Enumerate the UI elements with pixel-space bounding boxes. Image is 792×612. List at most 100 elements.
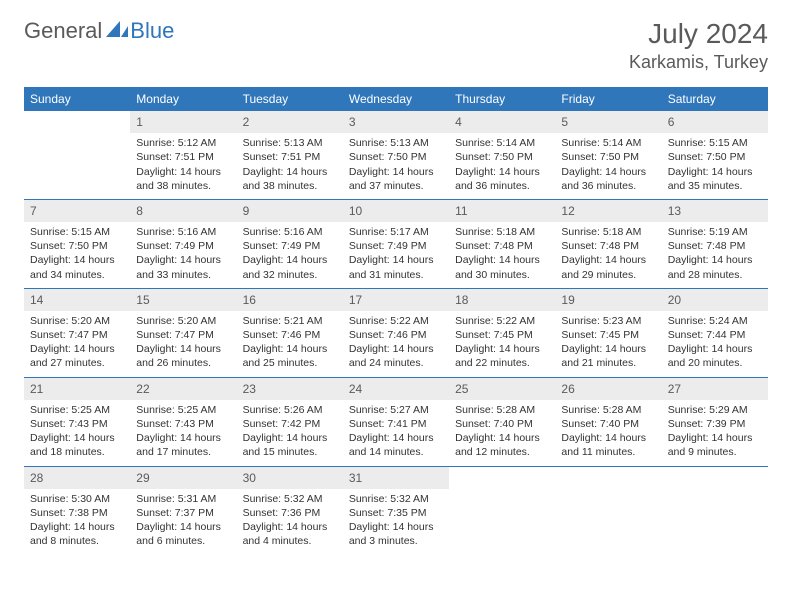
week-row: 21Sunrise: 5:25 AMSunset: 7:43 PMDayligh… <box>24 377 768 466</box>
calendar-table: Sunday Monday Tuesday Wednesday Thursday… <box>24 87 768 554</box>
day-cell: 24Sunrise: 5:27 AMSunset: 7:41 PMDayligh… <box>343 377 449 466</box>
page-title: July 2024 <box>629 18 768 50</box>
day-content: Sunrise: 5:32 AMSunset: 7:36 PMDaylight:… <box>237 489 343 555</box>
empty-cell <box>555 466 661 554</box>
sunrise-line: Sunrise: 5:25 AM <box>30 403 124 417</box>
daylight-line: Daylight: 14 hours and 34 minutes. <box>30 253 124 281</box>
day-content: Sunrise: 5:18 AMSunset: 7:48 PMDaylight:… <box>449 222 555 288</box>
sunset-line: Sunset: 7:46 PM <box>243 328 337 342</box>
sunset-line: Sunset: 7:46 PM <box>349 328 443 342</box>
day-content: Sunrise: 5:13 AMSunset: 7:50 PMDaylight:… <box>343 133 449 199</box>
sunrise-line: Sunrise: 5:22 AM <box>455 314 549 328</box>
sunrise-line: Sunrise: 5:15 AM <box>668 136 762 150</box>
sunset-line: Sunset: 7:50 PM <box>561 150 655 164</box>
sunrise-line: Sunrise: 5:13 AM <box>349 136 443 150</box>
empty-cell <box>449 466 555 554</box>
daylight-line: Daylight: 14 hours and 28 minutes. <box>668 253 762 281</box>
day-number: 16 <box>237 289 343 311</box>
header: General Blue July 2024 Karkamis, Turkey <box>0 0 792 81</box>
day-content: Sunrise: 5:14 AMSunset: 7:50 PMDaylight:… <box>449 133 555 199</box>
empty-cell <box>662 466 768 554</box>
day-content: Sunrise: 5:12 AMSunset: 7:51 PMDaylight:… <box>130 133 236 199</box>
day-content: Sunrise: 5:18 AMSunset: 7:48 PMDaylight:… <box>555 222 661 288</box>
day-cell: 25Sunrise: 5:28 AMSunset: 7:40 PMDayligh… <box>449 377 555 466</box>
sunset-line: Sunset: 7:44 PM <box>668 328 762 342</box>
daylight-line: Daylight: 14 hours and 36 minutes. <box>455 165 549 193</box>
title-block: July 2024 Karkamis, Turkey <box>629 18 768 73</box>
sunset-line: Sunset: 7:47 PM <box>30 328 124 342</box>
sunrise-line: Sunrise: 5:25 AM <box>136 403 230 417</box>
day-number: 30 <box>237 467 343 489</box>
day-content: Sunrise: 5:23 AMSunset: 7:45 PMDaylight:… <box>555 311 661 377</box>
day-cell: 2Sunrise: 5:13 AMSunset: 7:51 PMDaylight… <box>237 111 343 199</box>
day-cell: 13Sunrise: 5:19 AMSunset: 7:48 PMDayligh… <box>662 199 768 288</box>
day-cell: 30Sunrise: 5:32 AMSunset: 7:36 PMDayligh… <box>237 466 343 554</box>
daylight-line: Daylight: 14 hours and 24 minutes. <box>349 342 443 370</box>
daylight-line: Daylight: 14 hours and 8 minutes. <box>30 520 124 548</box>
day-number: 25 <box>449 378 555 400</box>
day-number: 13 <box>662 200 768 222</box>
sunset-line: Sunset: 7:37 PM <box>136 506 230 520</box>
day-cell: 28Sunrise: 5:30 AMSunset: 7:38 PMDayligh… <box>24 466 130 554</box>
sunrise-line: Sunrise: 5:13 AM <box>243 136 337 150</box>
day-number: 28 <box>24 467 130 489</box>
daylight-line: Daylight: 14 hours and 36 minutes. <box>561 165 655 193</box>
day-content: Sunrise: 5:30 AMSunset: 7:38 PMDaylight:… <box>24 489 130 555</box>
sunrise-line: Sunrise: 5:14 AM <box>561 136 655 150</box>
day-number: 2 <box>237 111 343 133</box>
sunset-line: Sunset: 7:47 PM <box>136 328 230 342</box>
sunrise-line: Sunrise: 5:14 AM <box>455 136 549 150</box>
day-content: Sunrise: 5:28 AMSunset: 7:40 PMDaylight:… <box>555 400 661 466</box>
day-cell: 17Sunrise: 5:22 AMSunset: 7:46 PMDayligh… <box>343 288 449 377</box>
day-content: Sunrise: 5:24 AMSunset: 7:44 PMDaylight:… <box>662 311 768 377</box>
sunrise-line: Sunrise: 5:32 AM <box>349 492 443 506</box>
day-number: 18 <box>449 289 555 311</box>
day-number: 12 <box>555 200 661 222</box>
sunset-line: Sunset: 7:48 PM <box>668 239 762 253</box>
day-content: Sunrise: 5:26 AMSunset: 7:42 PMDaylight:… <box>237 400 343 466</box>
day-number: 8 <box>130 200 236 222</box>
day-content: Sunrise: 5:20 AMSunset: 7:47 PMDaylight:… <box>130 311 236 377</box>
daylight-line: Daylight: 14 hours and 17 minutes. <box>136 431 230 459</box>
sunrise-line: Sunrise: 5:20 AM <box>136 314 230 328</box>
week-row: 1Sunrise: 5:12 AMSunset: 7:51 PMDaylight… <box>24 111 768 199</box>
day-content: Sunrise: 5:16 AMSunset: 7:49 PMDaylight:… <box>237 222 343 288</box>
day-cell: 9Sunrise: 5:16 AMSunset: 7:49 PMDaylight… <box>237 199 343 288</box>
day-number: 31 <box>343 467 449 489</box>
sunrise-line: Sunrise: 5:17 AM <box>349 225 443 239</box>
daylight-line: Daylight: 14 hours and 21 minutes. <box>561 342 655 370</box>
sunrise-line: Sunrise: 5:16 AM <box>243 225 337 239</box>
day-cell: 22Sunrise: 5:25 AMSunset: 7:43 PMDayligh… <box>130 377 236 466</box>
day-cell: 8Sunrise: 5:16 AMSunset: 7:49 PMDaylight… <box>130 199 236 288</box>
daylight-line: Daylight: 14 hours and 14 minutes. <box>349 431 443 459</box>
day-cell: 27Sunrise: 5:29 AMSunset: 7:39 PMDayligh… <box>662 377 768 466</box>
daylight-line: Daylight: 14 hours and 35 minutes. <box>668 165 762 193</box>
daylight-line: Daylight: 14 hours and 20 minutes. <box>668 342 762 370</box>
sunset-line: Sunset: 7:48 PM <box>455 239 549 253</box>
day-cell: 12Sunrise: 5:18 AMSunset: 7:48 PMDayligh… <box>555 199 661 288</box>
weekday-header: Tuesday <box>237 87 343 111</box>
day-cell: 20Sunrise: 5:24 AMSunset: 7:44 PMDayligh… <box>662 288 768 377</box>
weekday-header: Monday <box>130 87 236 111</box>
logo-text-blue: Blue <box>130 18 174 44</box>
day-number: 7 <box>24 200 130 222</box>
day-content: Sunrise: 5:31 AMSunset: 7:37 PMDaylight:… <box>130 489 236 555</box>
day-content: Sunrise: 5:20 AMSunset: 7:47 PMDaylight:… <box>24 311 130 377</box>
sunset-line: Sunset: 7:45 PM <box>561 328 655 342</box>
day-content: Sunrise: 5:14 AMSunset: 7:50 PMDaylight:… <box>555 133 661 199</box>
daylight-line: Daylight: 14 hours and 25 minutes. <box>243 342 337 370</box>
daylight-line: Daylight: 14 hours and 37 minutes. <box>349 165 443 193</box>
sunset-line: Sunset: 7:51 PM <box>136 150 230 164</box>
daylight-line: Daylight: 14 hours and 30 minutes. <box>455 253 549 281</box>
day-cell: 15Sunrise: 5:20 AMSunset: 7:47 PMDayligh… <box>130 288 236 377</box>
day-cell: 11Sunrise: 5:18 AMSunset: 7:48 PMDayligh… <box>449 199 555 288</box>
weekday-header: Thursday <box>449 87 555 111</box>
weekday-header-row: Sunday Monday Tuesday Wednesday Thursday… <box>24 87 768 111</box>
day-content: Sunrise: 5:19 AMSunset: 7:48 PMDaylight:… <box>662 222 768 288</box>
day-cell: 14Sunrise: 5:20 AMSunset: 7:47 PMDayligh… <box>24 288 130 377</box>
day-number: 14 <box>24 289 130 311</box>
daylight-line: Daylight: 14 hours and 11 minutes. <box>561 431 655 459</box>
day-cell: 23Sunrise: 5:26 AMSunset: 7:42 PMDayligh… <box>237 377 343 466</box>
sunrise-line: Sunrise: 5:24 AM <box>668 314 762 328</box>
sunrise-line: Sunrise: 5:20 AM <box>30 314 124 328</box>
